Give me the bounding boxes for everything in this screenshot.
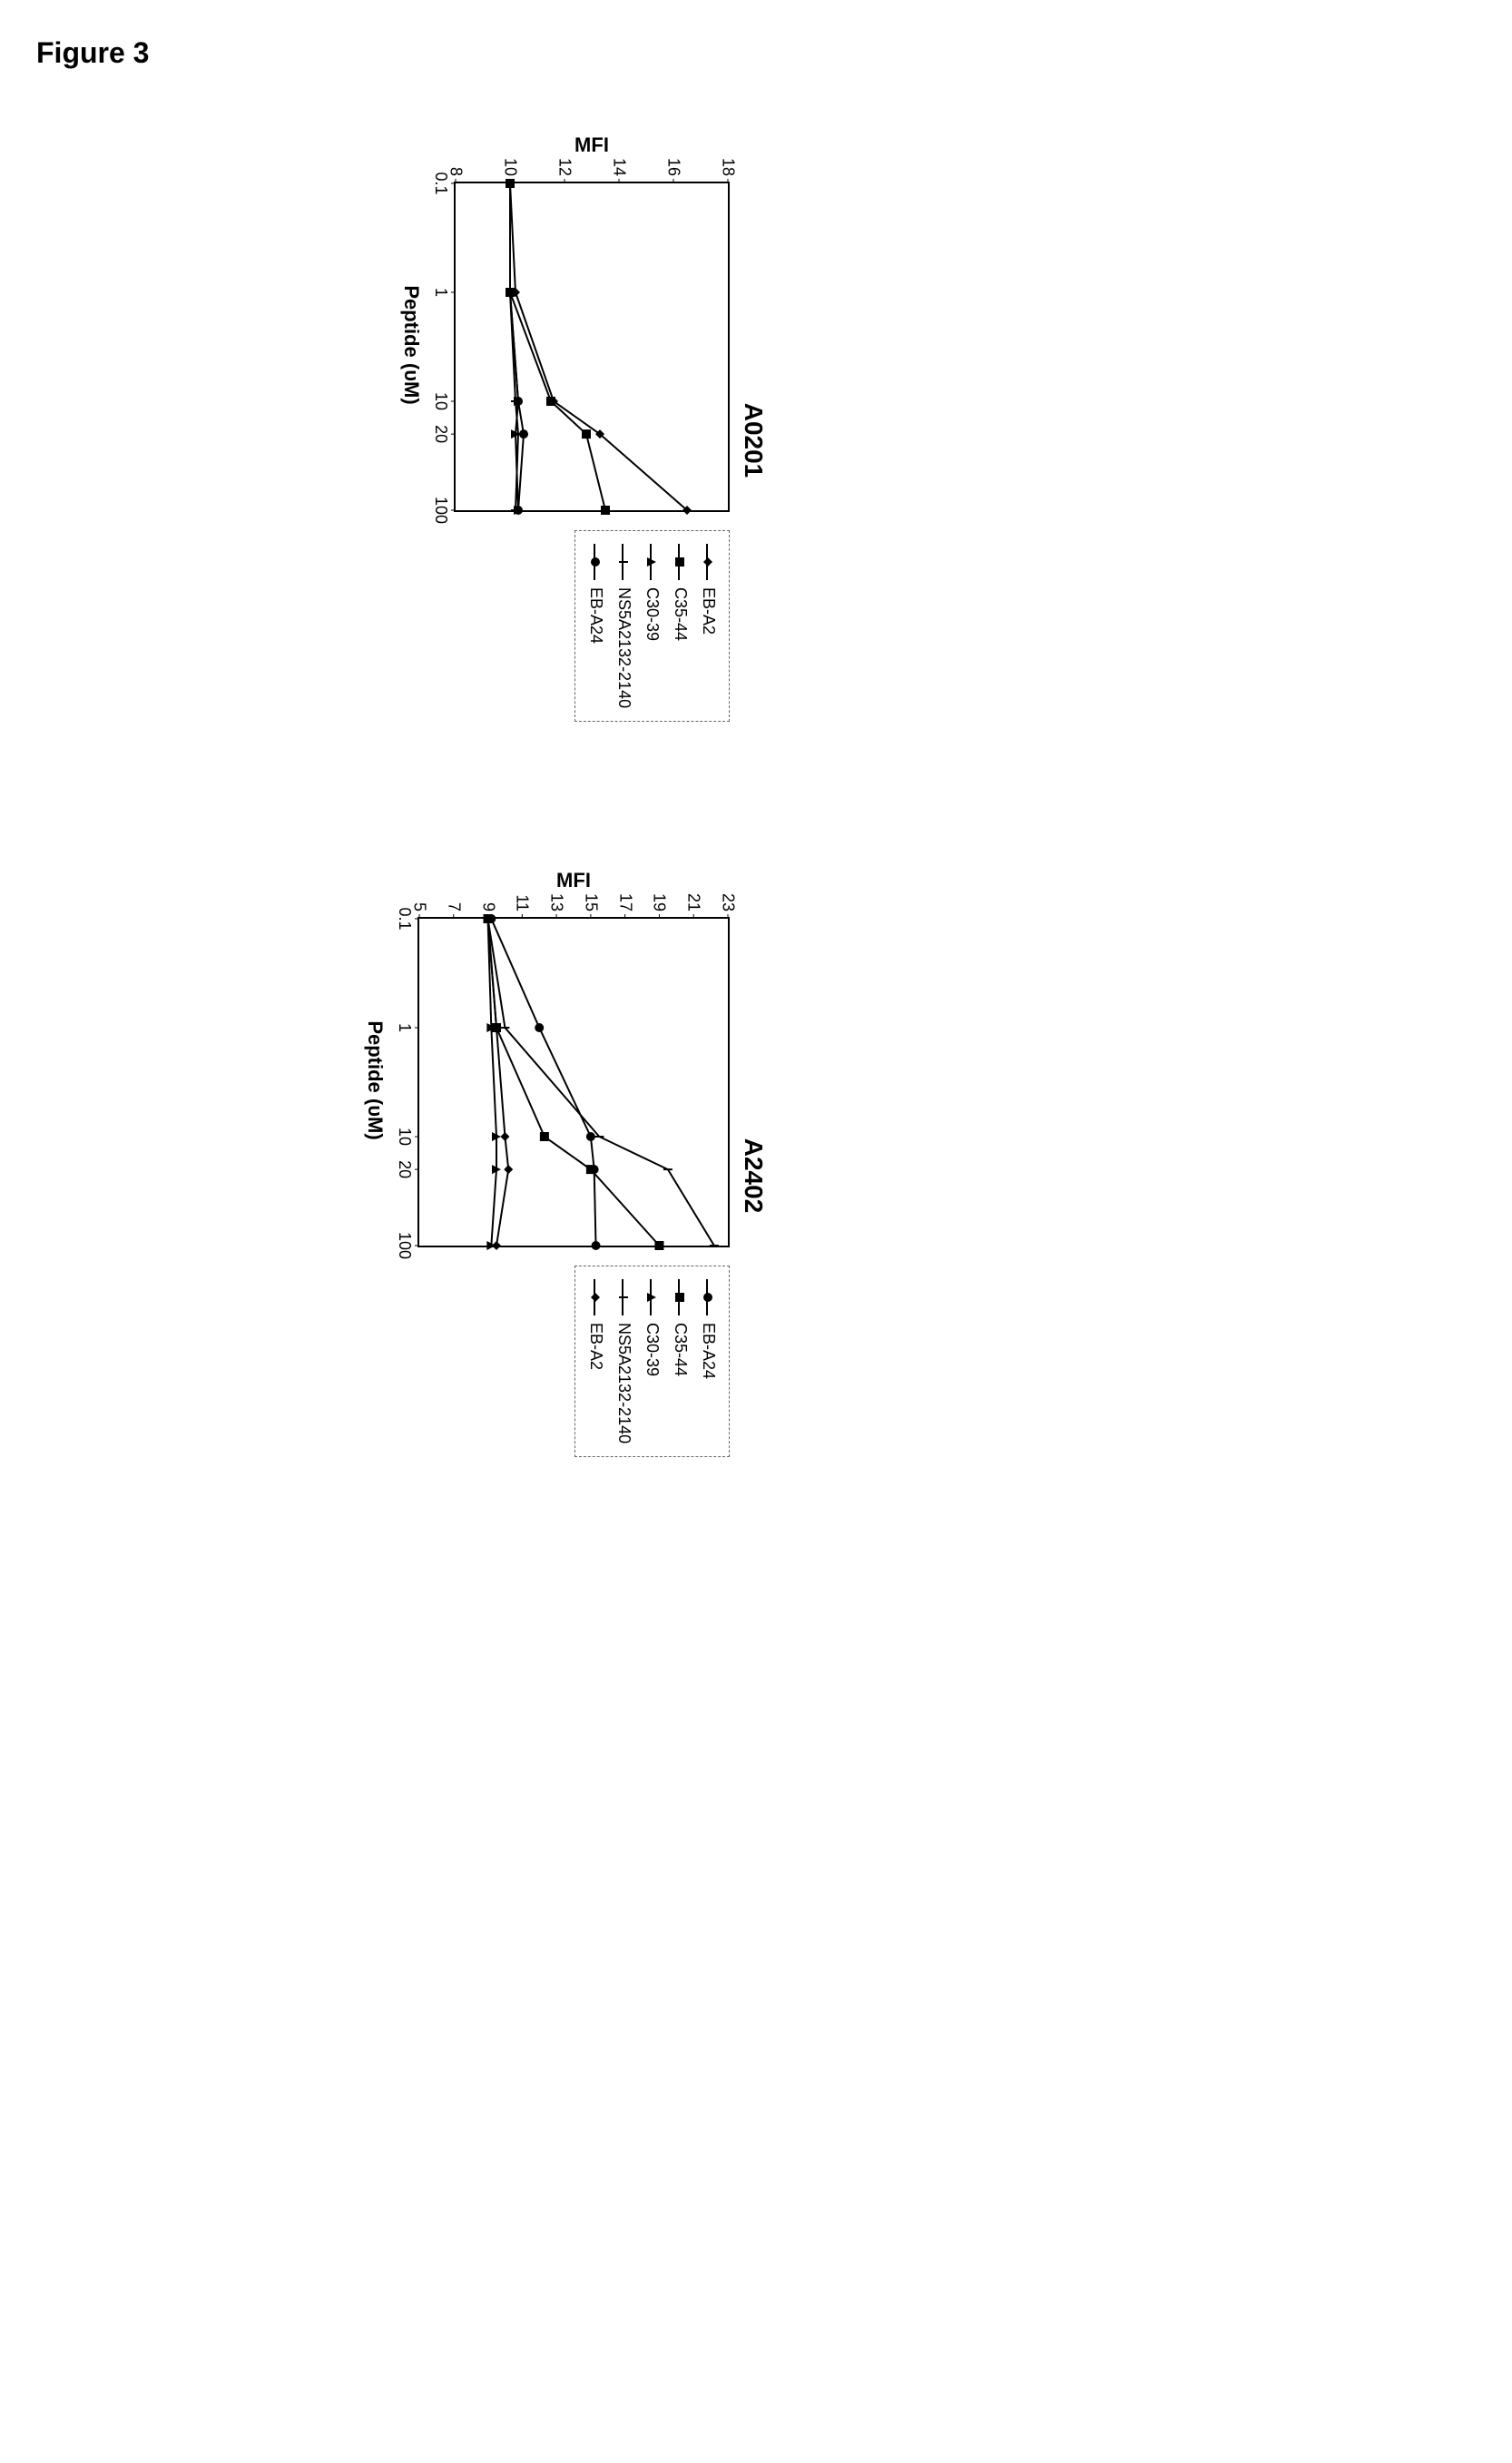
panel-title: A2402 (739, 862, 768, 1489)
legend-marker-icon (673, 544, 688, 580)
legend-label: NS5A2132-2140 (614, 1323, 633, 1443)
x-axis-label: Peptide (υM) (363, 917, 387, 1244)
x-tick-label: 100 (431, 497, 450, 524)
legend-item: C30-39 (643, 544, 662, 708)
legend-label: C30-39 (643, 587, 662, 641)
figure-label: Figure 3 (36, 36, 1476, 70)
legend-marker-icon (702, 544, 716, 580)
panels-container: A0201 MFI 0.111020100 81012141618 EB-A2 … (254, 127, 768, 1489)
y-tick-label: 12 (555, 147, 574, 176)
x-tick-label: 1 (395, 1023, 414, 1032)
legend-marker-icon (589, 1279, 604, 1315)
x-tick-label: 10 (395, 1128, 414, 1146)
y-axis-label: MFI (574, 133, 609, 157)
legend-item: EB-A24 (699, 1279, 718, 1443)
y-tick-label: 5 (410, 882, 429, 911)
y-tick-label: 11 (513, 882, 532, 911)
legend-item: NS5A2132-2140 (614, 1279, 633, 1443)
legend-label: EB-A24 (699, 1323, 718, 1379)
chart-panel-A2402: A2402 MFI 0.111020100 57911131517192123 … (363, 862, 768, 1489)
y-tick-label: 9 (478, 882, 497, 911)
chart-panel-A0201: A0201 MFI 0.111020100 81012141618 EB-A2 … (399, 127, 768, 754)
legend-item: EB-A2 (586, 1279, 605, 1443)
legend-marker-icon (645, 544, 660, 580)
x-tick-label: 20 (431, 425, 450, 443)
x-tick-label: 1 (431, 288, 450, 297)
x-tick-label: 100 (395, 1232, 414, 1259)
y-tick-label: 23 (719, 882, 738, 911)
legend-item: C30-39 (643, 1279, 662, 1443)
y-tick-label: 15 (581, 882, 600, 911)
legend-label: EB-A2 (586, 1323, 605, 1370)
legend-marker-icon (702, 1279, 716, 1315)
plot-svg (419, 919, 728, 1246)
legend-label: C30-39 (643, 1323, 662, 1376)
legend-marker-icon (617, 544, 632, 580)
plot-svg (456, 183, 728, 510)
legend-marker-icon (673, 1279, 688, 1315)
x-axis-label: Peptide (υM) (399, 182, 423, 508)
legend-label: EB-A24 (586, 587, 605, 644)
y-tick-label: 10 (501, 147, 520, 176)
y-tick-label: 8 (447, 147, 466, 176)
legend-box: EB-A24 C35-44 C30-39 NS5A2132-2140 EB-A2 (574, 1266, 730, 1457)
legend-marker-icon (617, 1279, 632, 1315)
y-tick-label: 7 (444, 882, 463, 911)
plot-area: 0.111020100 81012141618 (454, 182, 730, 512)
legend-label: EB-A2 (699, 587, 718, 635)
legend-item: EB-A2 (699, 544, 718, 708)
legend-box: EB-A2 C35-44 C30-39 NS5A2132-2140 EB-A24 (574, 530, 730, 722)
y-tick-label: 14 (610, 147, 629, 176)
legend-label: C35-44 (671, 1323, 690, 1376)
legend-marker-icon (645, 1279, 660, 1315)
legend-item: NS5A2132-2140 (614, 544, 633, 708)
legend-label: C35-44 (671, 587, 690, 641)
y-tick-label: 13 (547, 882, 566, 911)
legend-item: C35-44 (671, 544, 690, 708)
panel-title: A0201 (739, 127, 768, 754)
x-tick-label: 20 (395, 1160, 414, 1178)
y-axis-label-wrap: MFI (419, 862, 728, 899)
legend-item: EB-A24 (586, 544, 605, 708)
legend-marker-icon (589, 544, 604, 580)
chart-stage: A0201 MFI 0.111020100 81012141618 EB-A2 … (254, 127, 768, 1489)
y-tick-label: 18 (719, 147, 738, 176)
legend-item: C35-44 (671, 1279, 690, 1443)
plot-area: 0.111020100 57911131517192123 (417, 917, 730, 1247)
x-tick-label: 10 (431, 392, 450, 410)
legend-label: NS5A2132-2140 (614, 587, 633, 708)
y-tick-label: 16 (664, 147, 683, 176)
y-tick-label: 21 (684, 882, 703, 911)
y-axis-label-wrap: MFI (456, 127, 728, 163)
y-tick-label: 19 (650, 882, 669, 911)
y-tick-label: 17 (615, 882, 634, 911)
